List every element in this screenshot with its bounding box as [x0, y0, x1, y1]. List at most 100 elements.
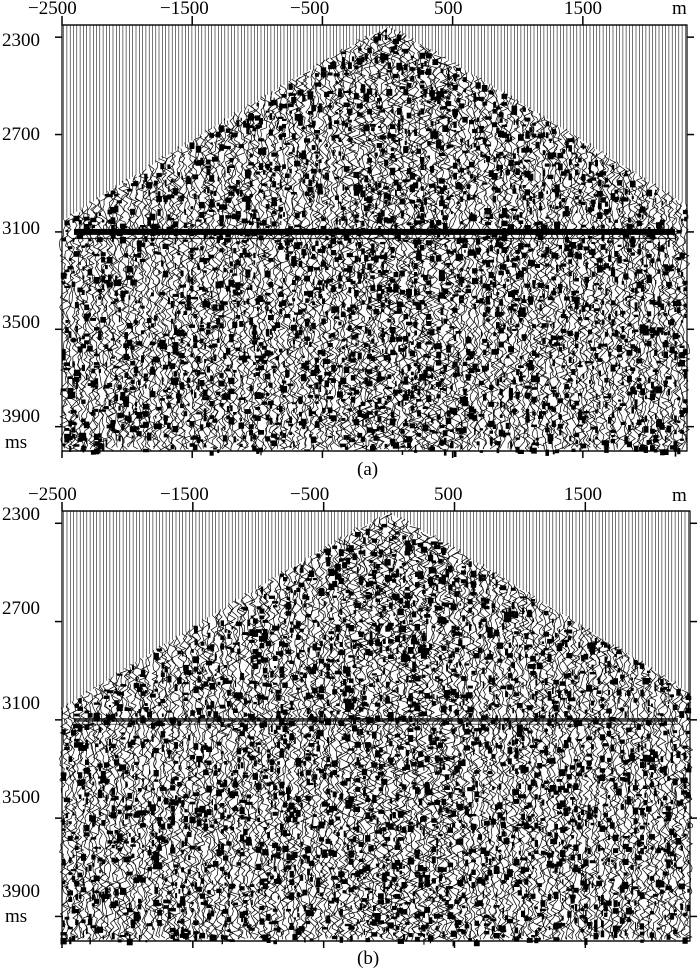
trace-peak — [246, 836, 252, 843]
trace-peak — [161, 662, 165, 669]
trace-peak — [542, 132, 545, 137]
trace-peak — [102, 792, 104, 798]
trace-peak — [167, 675, 172, 683]
trace-peak — [318, 416, 322, 423]
trace-peak — [244, 698, 247, 705]
trace-peak — [452, 294, 458, 297]
trace-peak — [344, 122, 349, 128]
trace-peak — [387, 62, 391, 69]
trace-peak — [237, 642, 240, 647]
trace-peak — [568, 271, 572, 277]
trace-peak — [572, 137, 575, 143]
trace-peak — [179, 353, 185, 358]
trace-peak — [226, 680, 232, 684]
trace-peak — [628, 189, 631, 195]
trace-peak — [308, 111, 313, 115]
trace-peak — [607, 240, 613, 243]
trace-peak — [478, 125, 485, 129]
trace-peak — [466, 350, 471, 356]
trace-peak — [636, 281, 643, 289]
trace-peak — [307, 93, 314, 100]
trace-peak — [279, 179, 282, 187]
trace-peak — [541, 253, 547, 258]
trace-peak — [168, 753, 171, 759]
seismic-trace — [127, 176, 138, 448]
trace-peak — [389, 278, 396, 283]
trace-peak — [248, 885, 250, 889]
trace-peak — [514, 298, 521, 302]
trace-peak — [646, 280, 652, 283]
trace-peak — [389, 124, 396, 130]
trace-peak — [546, 396, 549, 399]
trace-peak — [307, 845, 310, 853]
trace-peak — [315, 382, 319, 390]
trace-peak — [260, 448, 262, 456]
trace-peak — [374, 57, 378, 64]
trace-peak — [266, 913, 271, 921]
trace-peak — [628, 217, 631, 223]
trace-peak — [491, 234, 498, 238]
trace-peak — [435, 345, 442, 350]
trace-peak — [677, 450, 680, 454]
trace-peak — [299, 650, 305, 653]
trace-peak — [390, 247, 395, 253]
trace-peak — [108, 738, 111, 746]
trace-peak — [276, 767, 281, 774]
trace-peak — [152, 224, 159, 229]
trace-peak — [309, 343, 312, 347]
trace-peak — [309, 725, 314, 732]
trace-peak — [110, 901, 117, 907]
trace-peak — [222, 204, 228, 210]
trace-peak — [383, 193, 389, 199]
trace-peak — [522, 338, 527, 341]
trace-peak — [296, 635, 301, 640]
trace-peak — [506, 133, 509, 140]
trace-peak — [288, 854, 295, 861]
trace-peak — [196, 356, 201, 363]
trace-peak — [117, 200, 122, 204]
trace-peak — [406, 112, 412, 119]
trace-peak — [202, 389, 208, 397]
trace-peak — [651, 381, 654, 389]
trace-peak — [168, 297, 170, 305]
trace-peak — [236, 292, 240, 296]
trace-peak — [81, 245, 85, 248]
trace-peak — [592, 204, 595, 212]
trace-peak — [264, 631, 267, 639]
trace-peak — [151, 810, 155, 816]
trace-peak — [175, 352, 182, 356]
trace-peak — [284, 142, 291, 145]
trace-peak — [326, 699, 330, 706]
trace-peak — [87, 345, 93, 352]
trace-peak — [97, 791, 103, 799]
trace-peak — [487, 423, 489, 427]
trace-peak — [292, 339, 295, 345]
trace-peak — [178, 889, 181, 894]
trace-peak — [282, 395, 286, 398]
trace-peak — [211, 907, 213, 911]
trace-peak — [272, 655, 278, 661]
trace-peak — [683, 287, 688, 292]
trace-peak — [511, 208, 518, 212]
trace-peak — [245, 123, 250, 129]
trace-peak — [340, 206, 346, 210]
trace-peak — [313, 907, 317, 911]
trace-peak — [367, 138, 372, 142]
trace-peak — [203, 233, 207, 240]
trace-peak — [257, 759, 260, 762]
trace-peak — [258, 430, 264, 435]
trace-peak — [258, 392, 264, 399]
trace-peak — [302, 889, 308, 896]
trace-peak — [439, 145, 444, 151]
trace-peak — [496, 153, 500, 159]
trace-peak — [271, 440, 278, 447]
trace-peak — [348, 238, 352, 244]
trace-peak — [135, 264, 137, 268]
trace-peak — [297, 906, 299, 912]
trace-peak — [394, 235, 398, 239]
trace-peak — [487, 363, 489, 371]
trace-peak — [218, 843, 220, 850]
trace-peak — [248, 162, 254, 166]
trace-peak — [326, 560, 330, 567]
trace-peak — [503, 430, 506, 434]
